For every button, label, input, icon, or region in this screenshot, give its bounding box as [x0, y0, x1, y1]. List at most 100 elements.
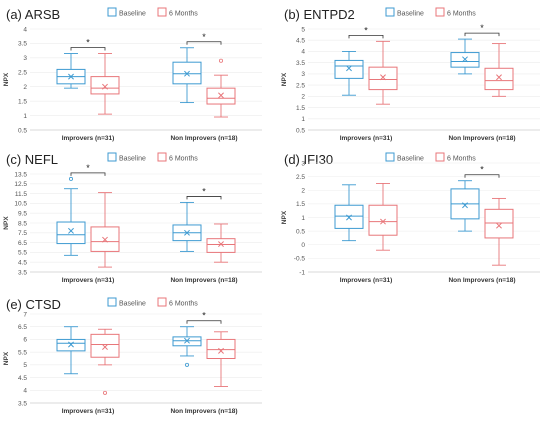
panel-title: (c) NEFL: [6, 152, 58, 167]
legend-label: Baseline: [119, 11, 146, 18]
box-baseline: [334, 50, 364, 96]
y-tick-label: 12.5: [14, 181, 27, 188]
panel-title: (a) ARSB: [6, 7, 60, 22]
box-baseline: [56, 326, 86, 375]
box-6-months: [90, 192, 120, 268]
significance-bracket: [70, 47, 106, 51]
box-6-months: [90, 53, 120, 115]
y-tick-label: 5.5: [18, 250, 27, 257]
mean-marker: [462, 56, 468, 63]
box-6-months: [484, 43, 514, 97]
legend-swatch: [107, 7, 117, 17]
y-tick-label: 2.5: [296, 174, 305, 181]
box-iqr: [484, 67, 514, 91]
mean-marker: [68, 341, 74, 348]
mean-marker: [218, 92, 224, 99]
y-tick-label: 1.5: [296, 201, 305, 208]
y-tick-label: 3.5: [296, 60, 305, 67]
panel-2: (c) NEFL Baseline 6 Months NPX 3.5 4.5 5.5 6.5 7…: [3, 152, 262, 284]
legend-label: 6 Months: [169, 11, 198, 18]
box-iqr: [172, 61, 202, 85]
significance-bracket: [186, 196, 222, 200]
mean-marker: [496, 222, 502, 229]
panel-1: (b) ENTPD2 Baseline 6 Months NPX 0.5 1 1.5 2 2.5…: [281, 7, 540, 142]
mean-marker: [102, 344, 108, 351]
mean-marker: [102, 83, 108, 90]
significance-bracket: [186, 320, 222, 324]
y-tick-label: 7: [23, 311, 27, 318]
box-iqr: [368, 204, 398, 236]
y-tick-label: 5: [301, 26, 305, 33]
y-tick-label: -1: [299, 269, 305, 276]
y-tick-label: 2.5: [18, 70, 27, 77]
mean-marker: [380, 218, 386, 225]
box-6-months: [368, 182, 398, 251]
significance-marker: *: [202, 311, 206, 321]
y-tick-label: 0.5: [18, 127, 27, 134]
box-6-months: [206, 58, 236, 118]
y-tick-label: 3: [301, 71, 305, 78]
box-iqr: [90, 76, 120, 95]
y-tick-label: 13.5: [14, 171, 27, 178]
box-6-months: [206, 223, 236, 263]
y-tick-label: 1.5: [18, 98, 27, 105]
y-tick-label: 1: [301, 116, 305, 123]
x-category-label: Non Improvers (n=18): [448, 277, 515, 284]
x-category-label: Non Improvers (n=18): [170, 408, 237, 415]
significance-bracket: [348, 34, 384, 39]
mean-marker: [346, 214, 352, 221]
box-iqr: [56, 221, 86, 245]
legend-label: 6 Months: [169, 301, 198, 308]
box-iqr: [206, 238, 236, 253]
y-tick-label: 3.5: [18, 269, 27, 276]
y-tick-label: 5.5: [18, 349, 27, 356]
y-axis-label: NPX: [3, 72, 10, 86]
significance-marker: *: [480, 23, 484, 33]
y-tick-label: 4: [23, 388, 27, 395]
outlier-point: [69, 176, 74, 181]
y-tick-label: 3.5: [18, 400, 27, 407]
mean-marker: [496, 74, 502, 81]
box-iqr: [368, 66, 398, 91]
panel-title: (e) CTSD: [6, 297, 61, 312]
box-baseline: [450, 180, 480, 232]
box-iqr: [484, 208, 514, 239]
x-category-label: Improvers (n=31): [340, 277, 393, 284]
y-tick-label: 3.5: [18, 41, 27, 48]
x-category-label: Non Improvers (n=18): [170, 277, 237, 284]
significance-marker: *: [86, 38, 90, 48]
outlier-point: [184, 362, 189, 367]
box-6-months: [90, 328, 120, 395]
significance-marker: *: [86, 163, 90, 173]
x-category-label: Improvers (n=31): [62, 277, 115, 284]
y-tick-label: 11.5: [15, 191, 28, 198]
y-tick-label: 1: [301, 215, 305, 222]
box-6-months: [368, 40, 398, 105]
legend-label: Baseline: [397, 11, 424, 18]
box-baseline: [172, 201, 202, 252]
legend-label: 6 Months: [447, 156, 476, 163]
box-baseline: [450, 38, 480, 75]
y-tick-label: -0.5: [294, 256, 306, 263]
box-iqr: [334, 59, 364, 79]
y-tick-label: 2: [23, 84, 27, 91]
box-6-months: [206, 331, 236, 387]
y-tick-label: 3: [301, 160, 305, 167]
y-axis-label: NPX: [281, 210, 288, 224]
significance-bracket: [186, 41, 222, 45]
significance-marker: *: [480, 165, 484, 175]
box-iqr: [206, 338, 236, 359]
y-axis-label: NPX: [3, 351, 10, 365]
y-tick-label: 2.5: [296, 82, 305, 89]
y-tick-label: 6.5: [18, 240, 27, 247]
legend-swatch: [157, 7, 167, 17]
y-tick-label: 3: [23, 55, 27, 62]
mean-marker: [346, 65, 352, 72]
panel-title: (b) ENTPD2: [284, 7, 355, 22]
legend-swatch: [107, 152, 117, 162]
box-iqr: [206, 87, 236, 105]
y-tick-label: 1: [23, 113, 27, 120]
mean-marker: [184, 229, 190, 236]
significance-bracket: [464, 32, 500, 37]
